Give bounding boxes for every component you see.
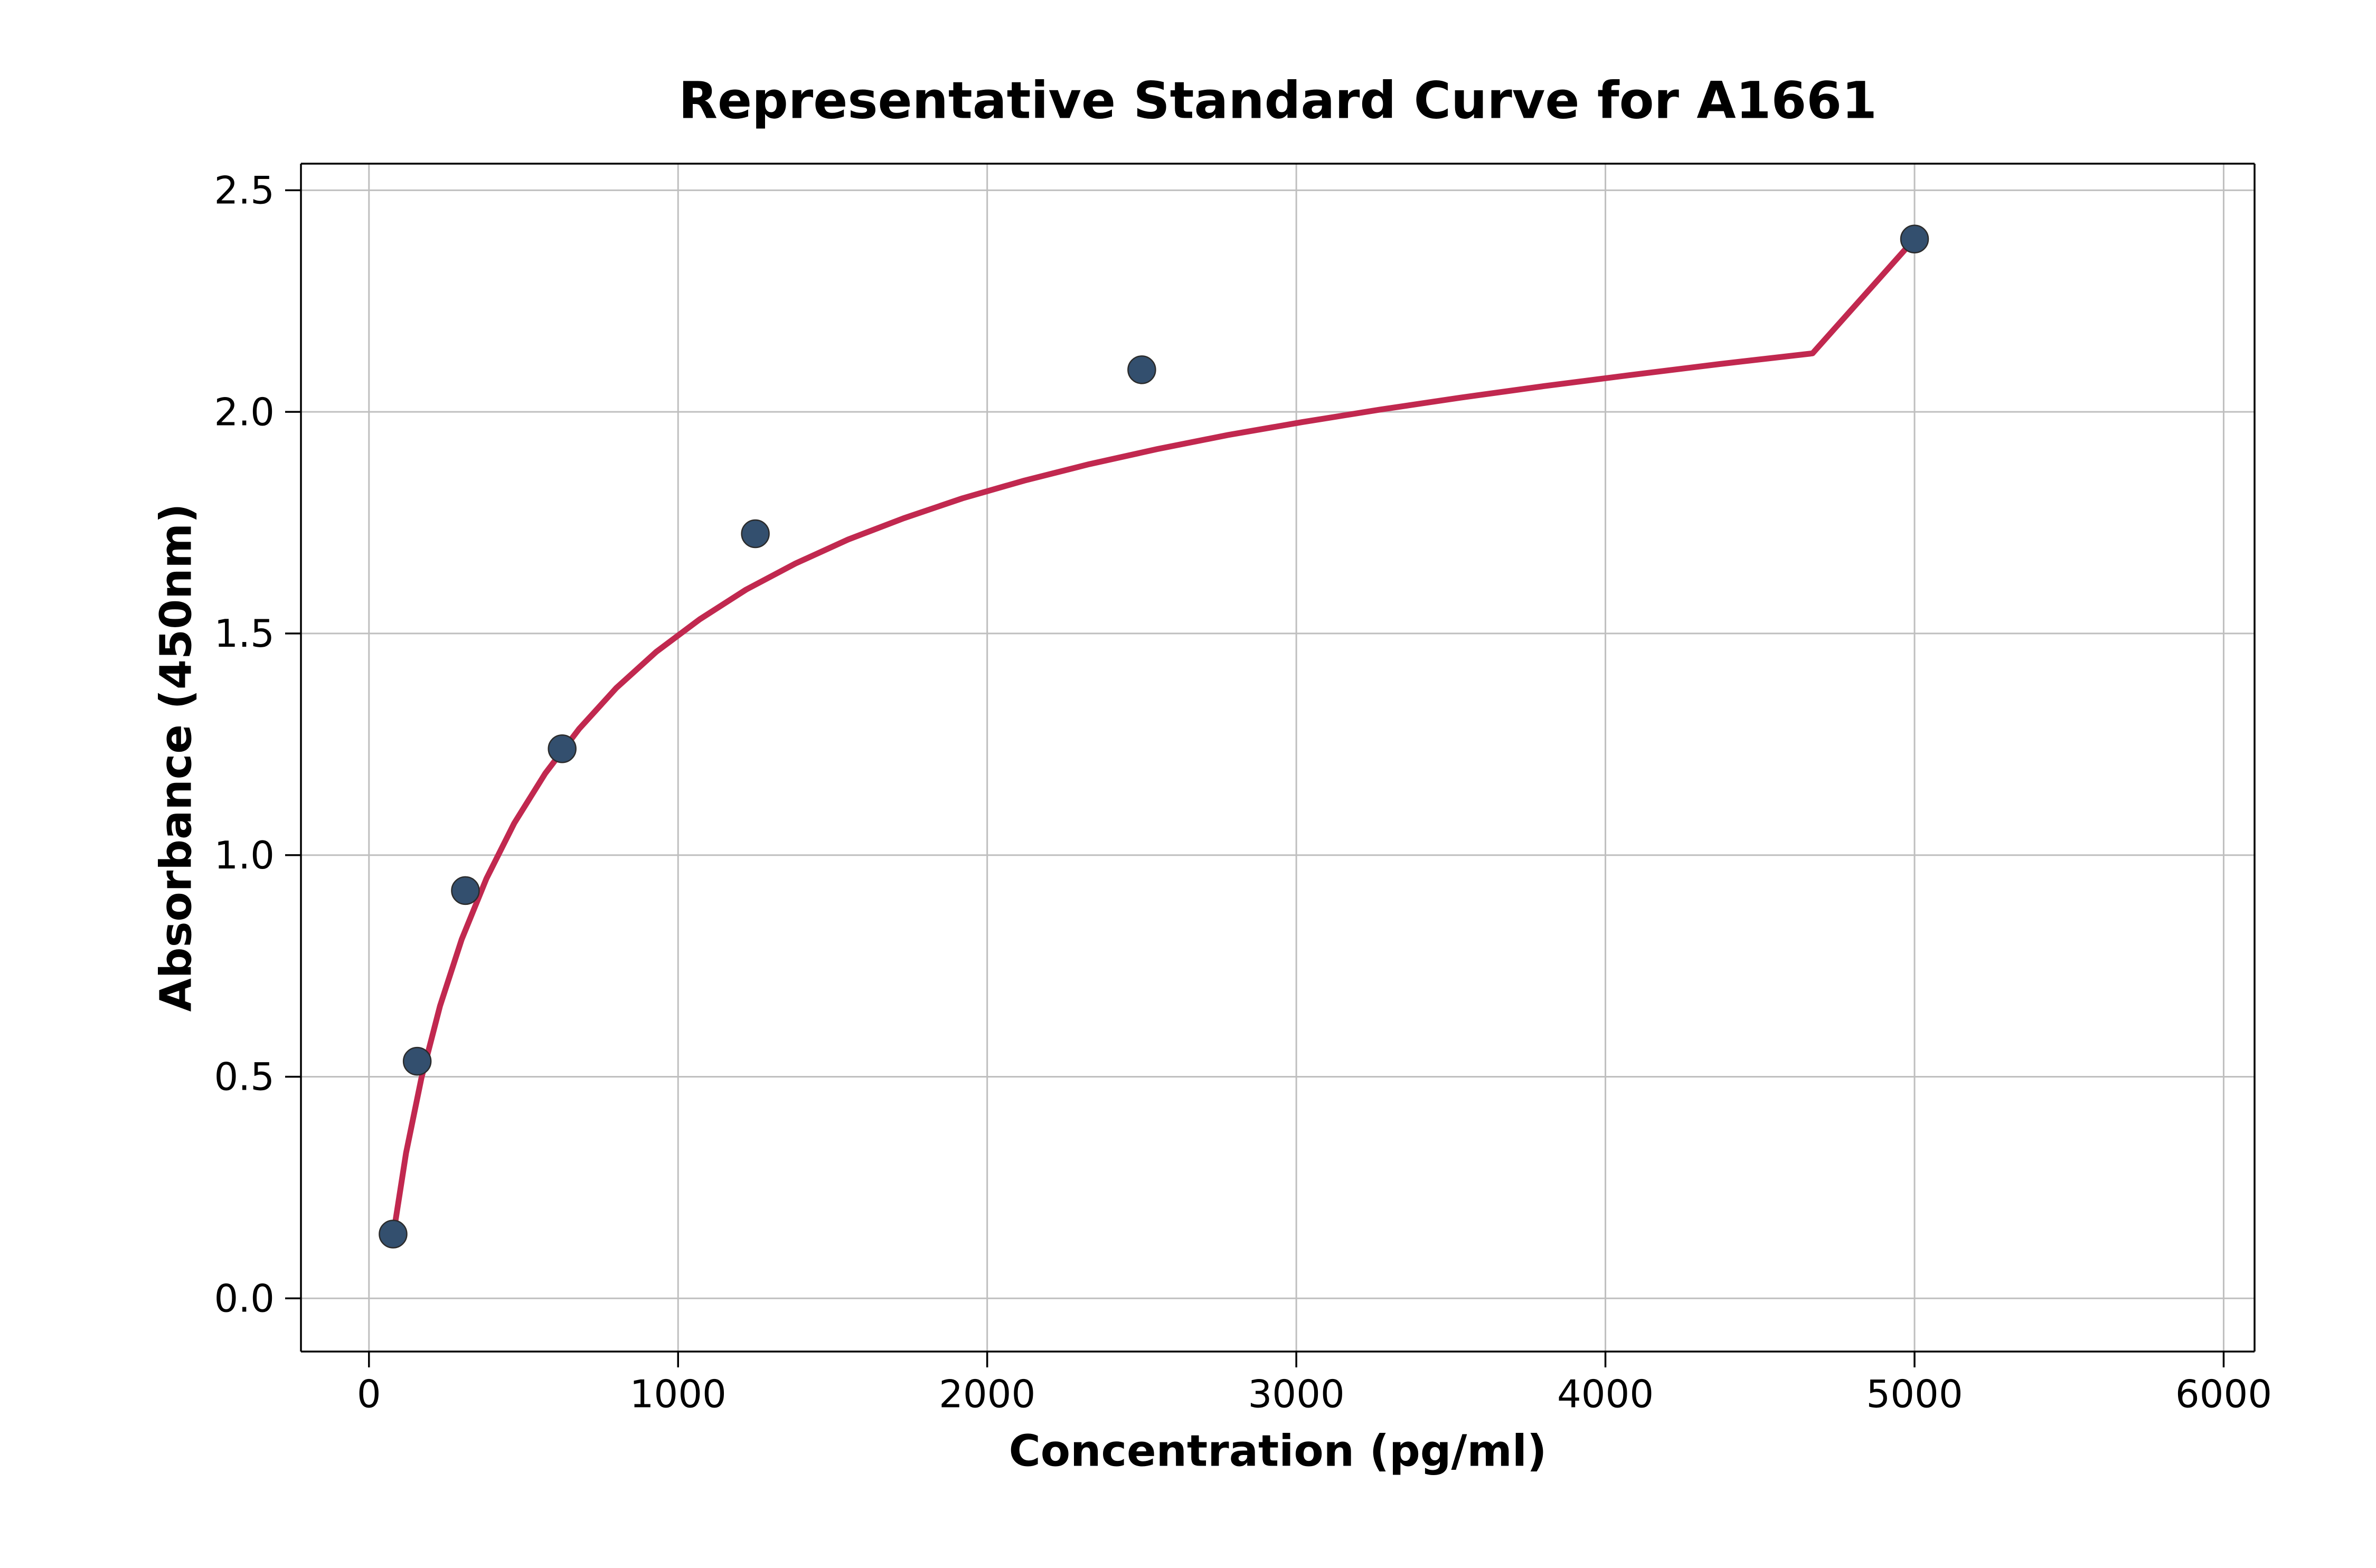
xtick-label: 0 — [357, 1372, 381, 1416]
data-point — [742, 520, 769, 547]
data-point — [379, 1221, 407, 1248]
ytick-label: 0.5 — [214, 1055, 275, 1099]
ytick-label: 2.5 — [214, 168, 275, 213]
x-axis-label: Concentration (pg/ml) — [1009, 1426, 1547, 1476]
plot-area — [301, 164, 2255, 1352]
xtick-label: 5000 — [1866, 1372, 1963, 1416]
ytick-label: 1.0 — [214, 833, 275, 877]
data-point — [1128, 356, 1155, 383]
chart-title: Representative Standard Curve for A1661 — [678, 71, 1877, 130]
y-axis-label: Absorbance (450nm) — [152, 504, 202, 1012]
ytick-label: 1.5 — [214, 611, 275, 656]
data-point — [549, 735, 576, 762]
xtick-label: 2000 — [939, 1372, 1035, 1416]
data-point — [451, 877, 479, 904]
data-point — [403, 1047, 431, 1075]
xtick-label: 4000 — [1557, 1372, 1654, 1416]
xtick-label: 1000 — [630, 1372, 727, 1416]
chart-container: 0 1000 2000 3000 4000 5000 6000 0.0 0.5 1.0 1.5 2.0… — [0, 0, 2376, 1568]
data-point — [1901, 225, 1928, 253]
xtick-label: 6000 — [2175, 1372, 2272, 1416]
ytick-label: 2.0 — [214, 390, 275, 434]
ytick-label: 0.0 — [214, 1276, 275, 1320]
standard-curve-chart: 0 1000 2000 3000 4000 5000 6000 0.0 0.5 1.0 1.5 2.0… — [0, 0, 2376, 1568]
xtick-label: 3000 — [1248, 1372, 1345, 1416]
